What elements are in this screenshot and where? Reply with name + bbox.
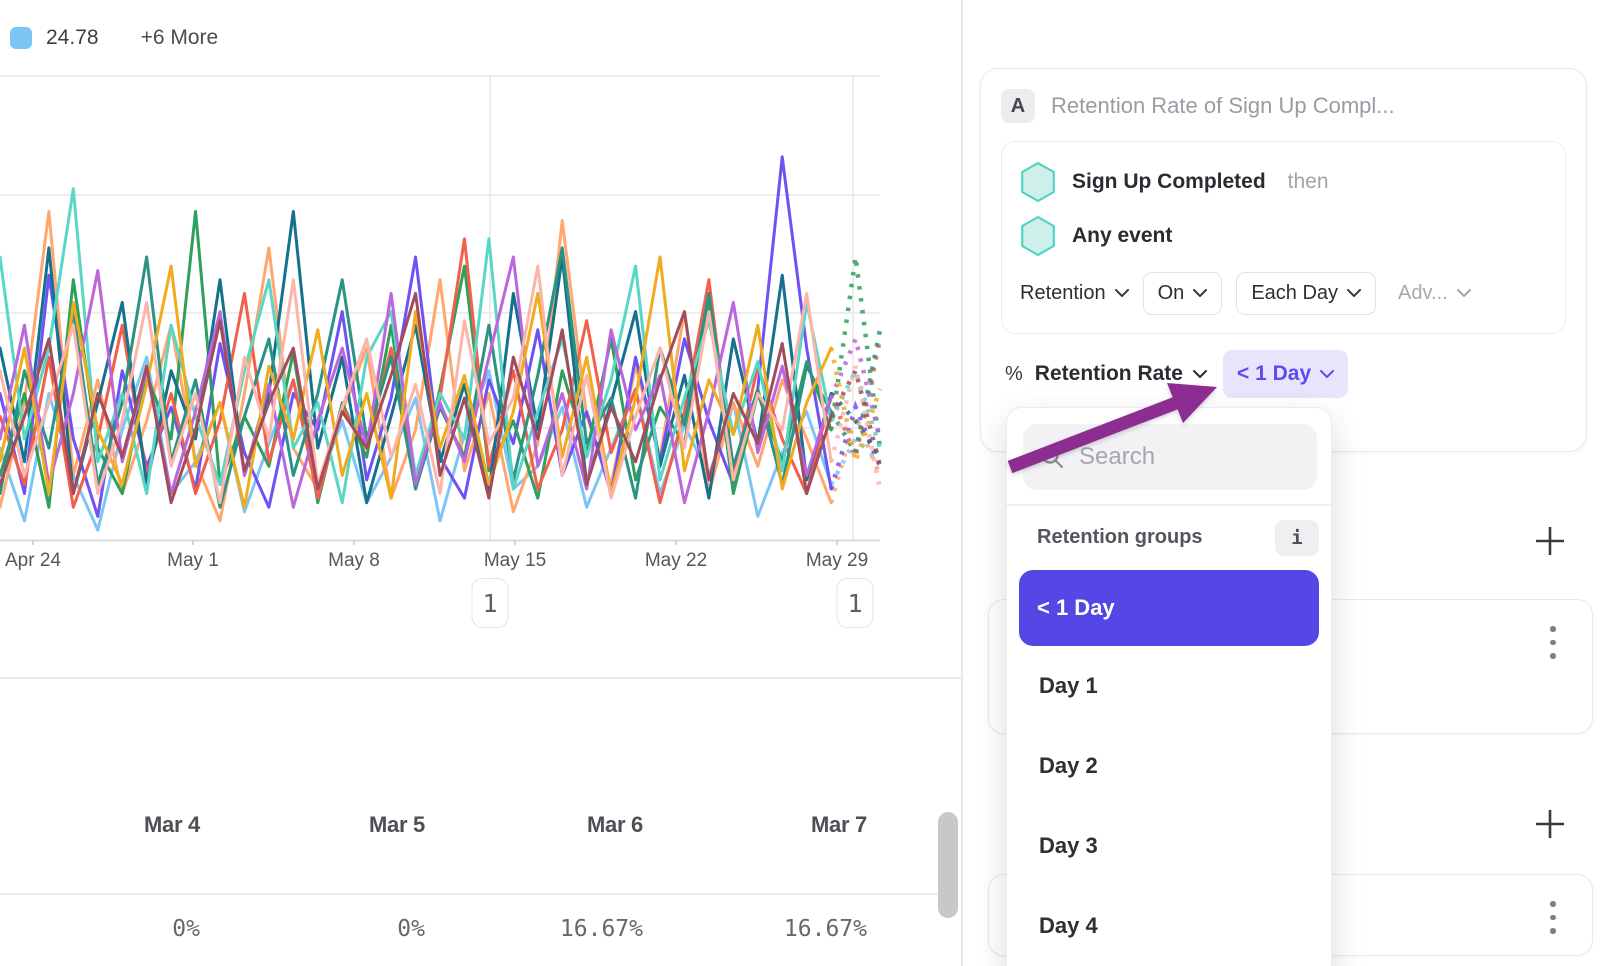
annotation-marker[interactable]: 1 <box>471 578 509 628</box>
chevron-down-icon <box>1114 289 1129 297</box>
chevron-down-icon <box>1193 289 1208 297</box>
table-header: Mar 7 <box>811 812 867 837</box>
annotation-marker[interactable]: 1 <box>836 578 874 628</box>
hexagon-event-icon <box>1021 216 1055 256</box>
advanced-dropdown[interactable]: Adv... <box>1398 282 1471 305</box>
table-cell: 16.67% <box>559 916 643 942</box>
x-axis: Apr 24 May 1 May 8 May 15 May 22 May 29 <box>0 550 880 578</box>
chevron-down-icon <box>1456 289 1471 297</box>
interval-dropdown[interactable]: Each Day <box>1236 272 1377 315</box>
menu-option-day-3[interactable]: Day 3 <box>1039 832 1098 858</box>
search-input[interactable] <box>1077 442 1301 472</box>
kebab-menu-icon[interactable] <box>1550 626 1556 659</box>
x-axis-label: May 15 <box>483 550 547 571</box>
percent-symbol: % <box>1005 362 1023 385</box>
event-row[interactable]: Sign Up Completed then <box>1020 160 1547 204</box>
metric-dropdown[interactable]: Retention Rate <box>1035 362 1207 386</box>
add-event-button[interactable] <box>1533 524 1567 558</box>
event-row[interactable]: Any event <box>1020 214 1547 258</box>
chart-legend: 24.78 +6 More <box>0 0 880 75</box>
retention-line-chart[interactable] <box>0 75 900 545</box>
x-axis-label: May 1 <box>167 550 219 571</box>
on-dropdown[interactable]: On <box>1142 272 1223 315</box>
table-header: Mar 4 <box>144 812 200 837</box>
retention-group-dropdown[interactable]: < 1 Day <box>1222 350 1349 398</box>
group-section-label: Retention groups <box>1037 526 1203 548</box>
legend-value[interactable]: 24.78 <box>46 25 99 49</box>
query-title[interactable]: Retention Rate of Sign Up Compl... <box>1051 93 1395 118</box>
legend-more-link[interactable]: +6 More <box>140 25 219 49</box>
vertical-scrollbar[interactable] <box>938 812 958 918</box>
kebab-menu-icon[interactable] <box>1550 901 1556 934</box>
table-header: Mar 5 <box>369 812 425 837</box>
plus-icon <box>1536 810 1564 838</box>
event-suffix: then <box>1287 170 1329 193</box>
retention-group-menu: Retention groups i < 1 Day Day 1 Day 2 D… <box>1006 407 1332 966</box>
query-card: A Retention Rate of Sign Up Compl... Sig… <box>980 68 1587 452</box>
pane-divider <box>961 0 963 966</box>
x-axis-label: Apr 24 <box>5 550 61 571</box>
chevron-down-icon <box>1192 369 1207 378</box>
event-name[interactable]: Sign Up Completed <box>1072 170 1266 193</box>
menu-option-day-2[interactable]: Day 2 <box>1039 752 1098 778</box>
table-cell: 0% <box>172 916 200 942</box>
section-divider <box>0 677 961 679</box>
info-icon[interactable]: i <box>1275 519 1319 556</box>
retention-type-dropdown[interactable]: Retention <box>1020 282 1129 305</box>
x-axis-label: May 8 <box>328 550 380 571</box>
table-cell: 0% <box>397 916 425 942</box>
event-definition-card: Sign Up Completed then Any event Retenti… <box>1001 141 1566 334</box>
menu-option-day-4[interactable]: Day 4 <box>1039 912 1098 938</box>
menu-option-lt-1-day[interactable]: < 1 Day <box>1019 569 1319 646</box>
search-box[interactable] <box>1023 424 1317 490</box>
legend-swatch[interactable] <box>10 26 32 49</box>
search-icon <box>1041 446 1064 469</box>
x-axis-label: May 22 <box>644 550 708 571</box>
table-header: Mar 6 <box>587 812 643 837</box>
x-axis-label: May 29 <box>805 550 869 571</box>
plus-icon <box>1536 527 1564 555</box>
chevron-down-icon <box>1320 369 1335 378</box>
menu-divider <box>1007 504 1331 506</box>
query-badge: A <box>1001 89 1035 123</box>
hexagon-event-icon <box>1021 162 1055 202</box>
table-divider <box>0 893 938 895</box>
menu-option-day-1[interactable]: Day 1 <box>1039 672 1098 698</box>
event-name[interactable]: Any event <box>1072 224 1173 247</box>
chevron-down-icon <box>1347 289 1362 297</box>
table-cell: 16.67% <box>783 916 867 942</box>
add-event-button[interactable] <box>1533 807 1567 841</box>
